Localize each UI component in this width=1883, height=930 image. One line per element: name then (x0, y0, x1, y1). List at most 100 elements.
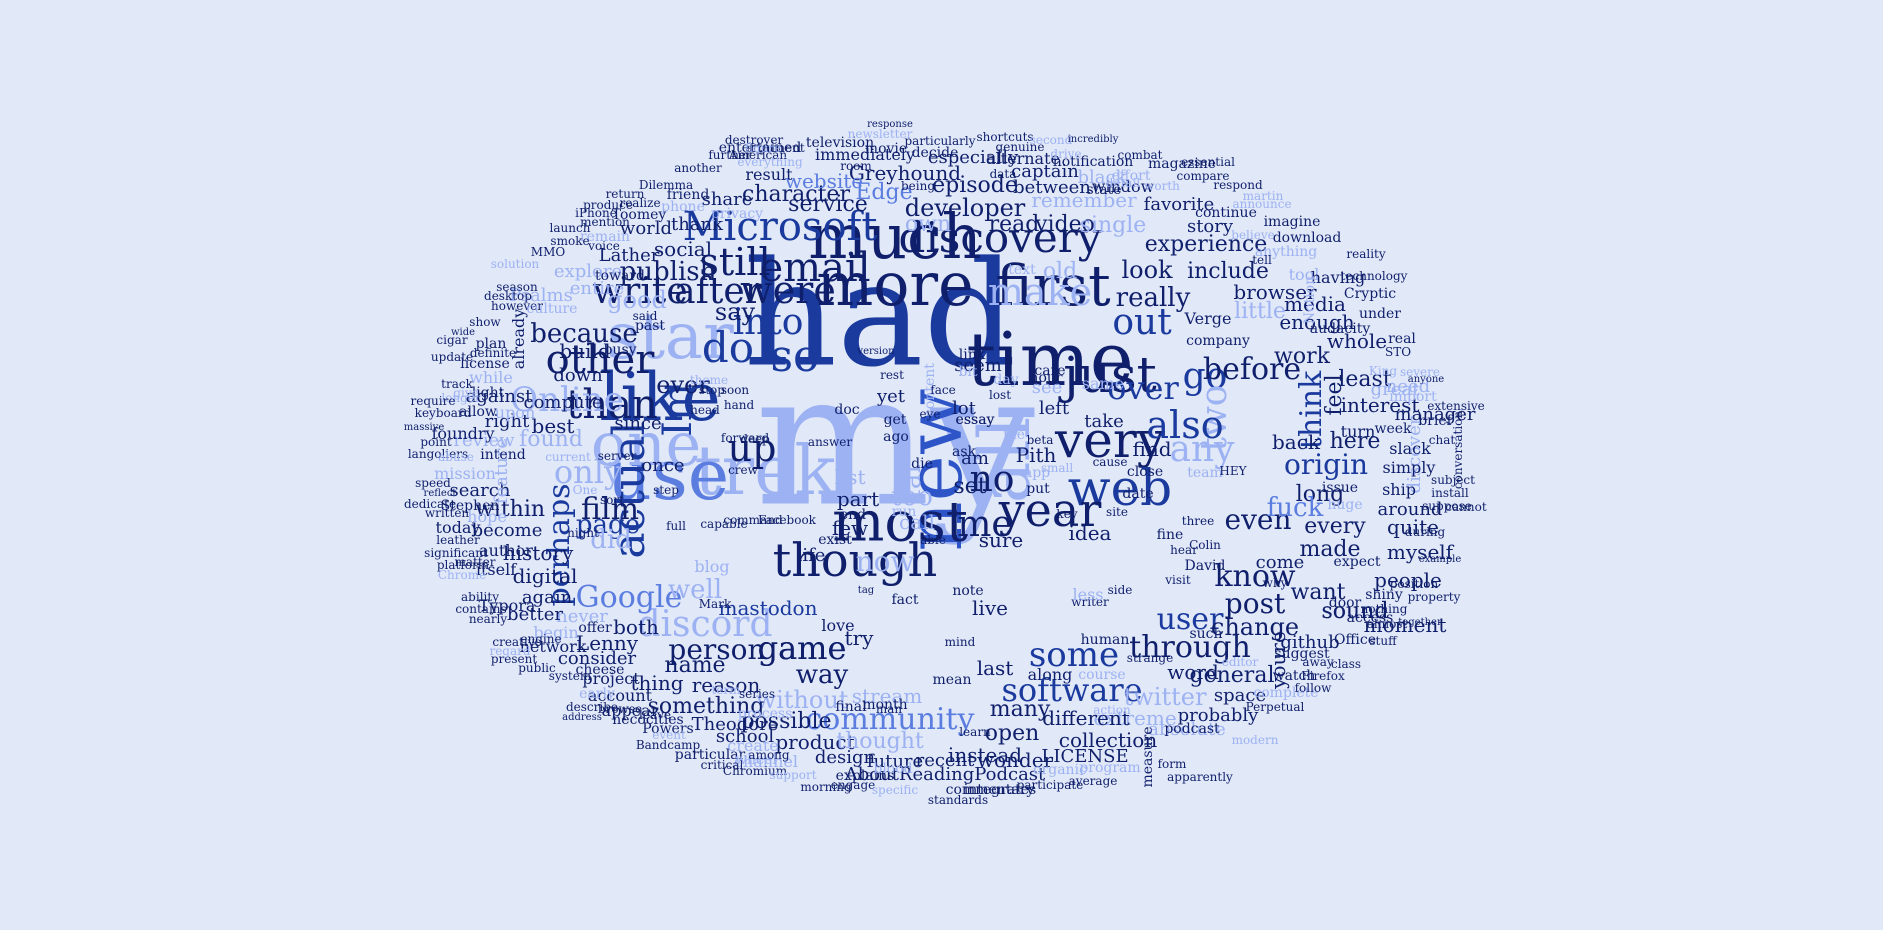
word-cloud-word: toward (594, 268, 646, 284)
word-cloud-word: reality (1346, 247, 1386, 261)
word-cloud-word: Lenny (575, 631, 639, 655)
word-cloud-word: time (966, 317, 1134, 403)
word-cloud-word: page (575, 510, 641, 540)
word-cloud-word: notification (1052, 154, 1134, 170)
word-cloud-word: since (614, 413, 662, 434)
word-cloud-word: great (1370, 379, 1420, 400)
word-cloud-word: property (1407, 590, 1461, 604)
word-cloud-word: lot (952, 398, 976, 419)
word-cloud-word: begin (533, 623, 579, 642)
word-cloud-word: author (479, 541, 533, 560)
word-cloud-word: read (988, 212, 1040, 237)
word-cloud-word: import (1389, 389, 1437, 405)
word-cloud-word: soon (720, 383, 750, 397)
word-cloud-word: watch (1272, 668, 1316, 684)
word-cloud-word: series (738, 687, 776, 701)
word-cloud-word: smoke (550, 234, 590, 248)
word-cloud-word: critical (700, 758, 744, 772)
word-cloud-word: other (545, 337, 655, 383)
word-cloud-word: extensive (1427, 399, 1485, 413)
word-cloud-word: written (424, 506, 470, 520)
word-cloud-word: one (590, 410, 702, 480)
word-cloud-word: crew (728, 463, 758, 477)
word-cloud-word: follow (1294, 681, 1332, 695)
word-cloud-word: stuff (1369, 634, 1397, 648)
word-cloud-word: also (1146, 403, 1224, 447)
word-cloud-word: Stephen (440, 498, 500, 514)
word-cloud-word: during (1404, 525, 1446, 539)
word-cloud-word: visit (1165, 573, 1191, 587)
word-cloud-word: still (699, 240, 771, 284)
word-cloud-word: become (471, 520, 543, 541)
word-cloud-word: slack (1389, 439, 1431, 458)
word-cloud-word: know (1214, 559, 1296, 594)
word-cloud-word: Pith (1015, 443, 1057, 467)
word-cloud-word: team (1187, 465, 1223, 481)
word-cloud-word: good (607, 286, 667, 314)
word-cloud-word: hand (723, 398, 755, 412)
word-cloud-word: back (1271, 430, 1321, 454)
word-cloud-word: track (441, 377, 473, 391)
word-cloud-word: do (701, 323, 755, 372)
word-cloud-word: STO (1384, 345, 1412, 359)
word-cloud-word: magazine (1147, 156, 1217, 172)
word-cloud-word: old (1042, 259, 1078, 284)
word-cloud-word: nothing (1360, 602, 1408, 616)
word-cloud-word: search (449, 480, 511, 501)
word-cloud-word: service (788, 192, 868, 217)
word-cloud-word: collection (1058, 728, 1158, 752)
word-cloud-word: respond (1213, 178, 1263, 192)
word-cloud-word: detail (1105, 176, 1141, 190)
word-cloud-word: anyone (1407, 374, 1445, 385)
word-cloud-word: solution (490, 257, 540, 271)
word-cloud-word: developer (904, 194, 1026, 222)
word-cloud-word: having (1310, 268, 1366, 287)
word-cloud-word: general (1189, 663, 1275, 688)
word-cloud-word: account (587, 686, 653, 705)
word-cloud-word: busy (603, 342, 637, 358)
word-cloud-word: month (862, 697, 908, 713)
word-cloud-word: culture (526, 301, 578, 317)
word-cloud-word: combat (1117, 148, 1163, 162)
word-cloud-word: response (867, 119, 913, 130)
word-cloud-word: explains (835, 768, 895, 784)
word-cloud-word: essay (955, 412, 995, 428)
word-cloud-word: again (521, 587, 573, 608)
word-cloud-word: less (1072, 585, 1104, 604)
word-cloud-word: upon (494, 403, 536, 422)
word-cloud-word: entertained (718, 140, 802, 156)
word-cloud-word: contains (455, 602, 507, 616)
word-cloud-word: website (784, 169, 864, 193)
word-cloud-word: link (958, 347, 986, 363)
word-cloud-word: community (805, 702, 975, 737)
word-cloud-word: trek (694, 432, 836, 511)
word-cloud-word: like (599, 359, 721, 436)
word-cloud-word: drive (1050, 147, 1082, 161)
word-cloud-word: cigar (436, 333, 468, 347)
word-cloud-word: friend (666, 187, 710, 203)
word-cloud-word: than (566, 382, 658, 428)
word-cloud-word: further (708, 148, 752, 162)
word-cloud-word: AboutReadingPodcast (844, 764, 1046, 785)
word-cloud-word: part (836, 487, 880, 511)
word-cloud-word: describe (565, 700, 619, 714)
word-cloud-word: issue (1321, 480, 1359, 496)
word-cloud-word: year (998, 483, 1102, 537)
word-cloud-word: suggest (1274, 646, 1330, 662)
word-cloud-word: tool (1288, 265, 1320, 284)
word-cloud-word: Powers (642, 721, 694, 737)
word-cloud-word: face (930, 383, 956, 397)
word-cloud-word: fuck (1266, 493, 1324, 523)
word-cloud-word: chat (1428, 433, 1456, 447)
word-cloud-word: try (844, 626, 874, 650)
word-cloud-word: browser (1233, 280, 1317, 304)
word-cloud-word: never (556, 606, 608, 627)
word-cloud-word: along (1027, 665, 1073, 684)
word-cloud-word: Chromium (722, 764, 788, 778)
word-cloud-word: social (653, 237, 713, 261)
word-cloud-word: many (989, 697, 1051, 722)
word-cloud-word: season (496, 280, 538, 294)
word-cloud-word: review (453, 430, 515, 451)
word-cloud-word: version (857, 346, 895, 357)
word-cloud-word: around (1377, 499, 1443, 520)
